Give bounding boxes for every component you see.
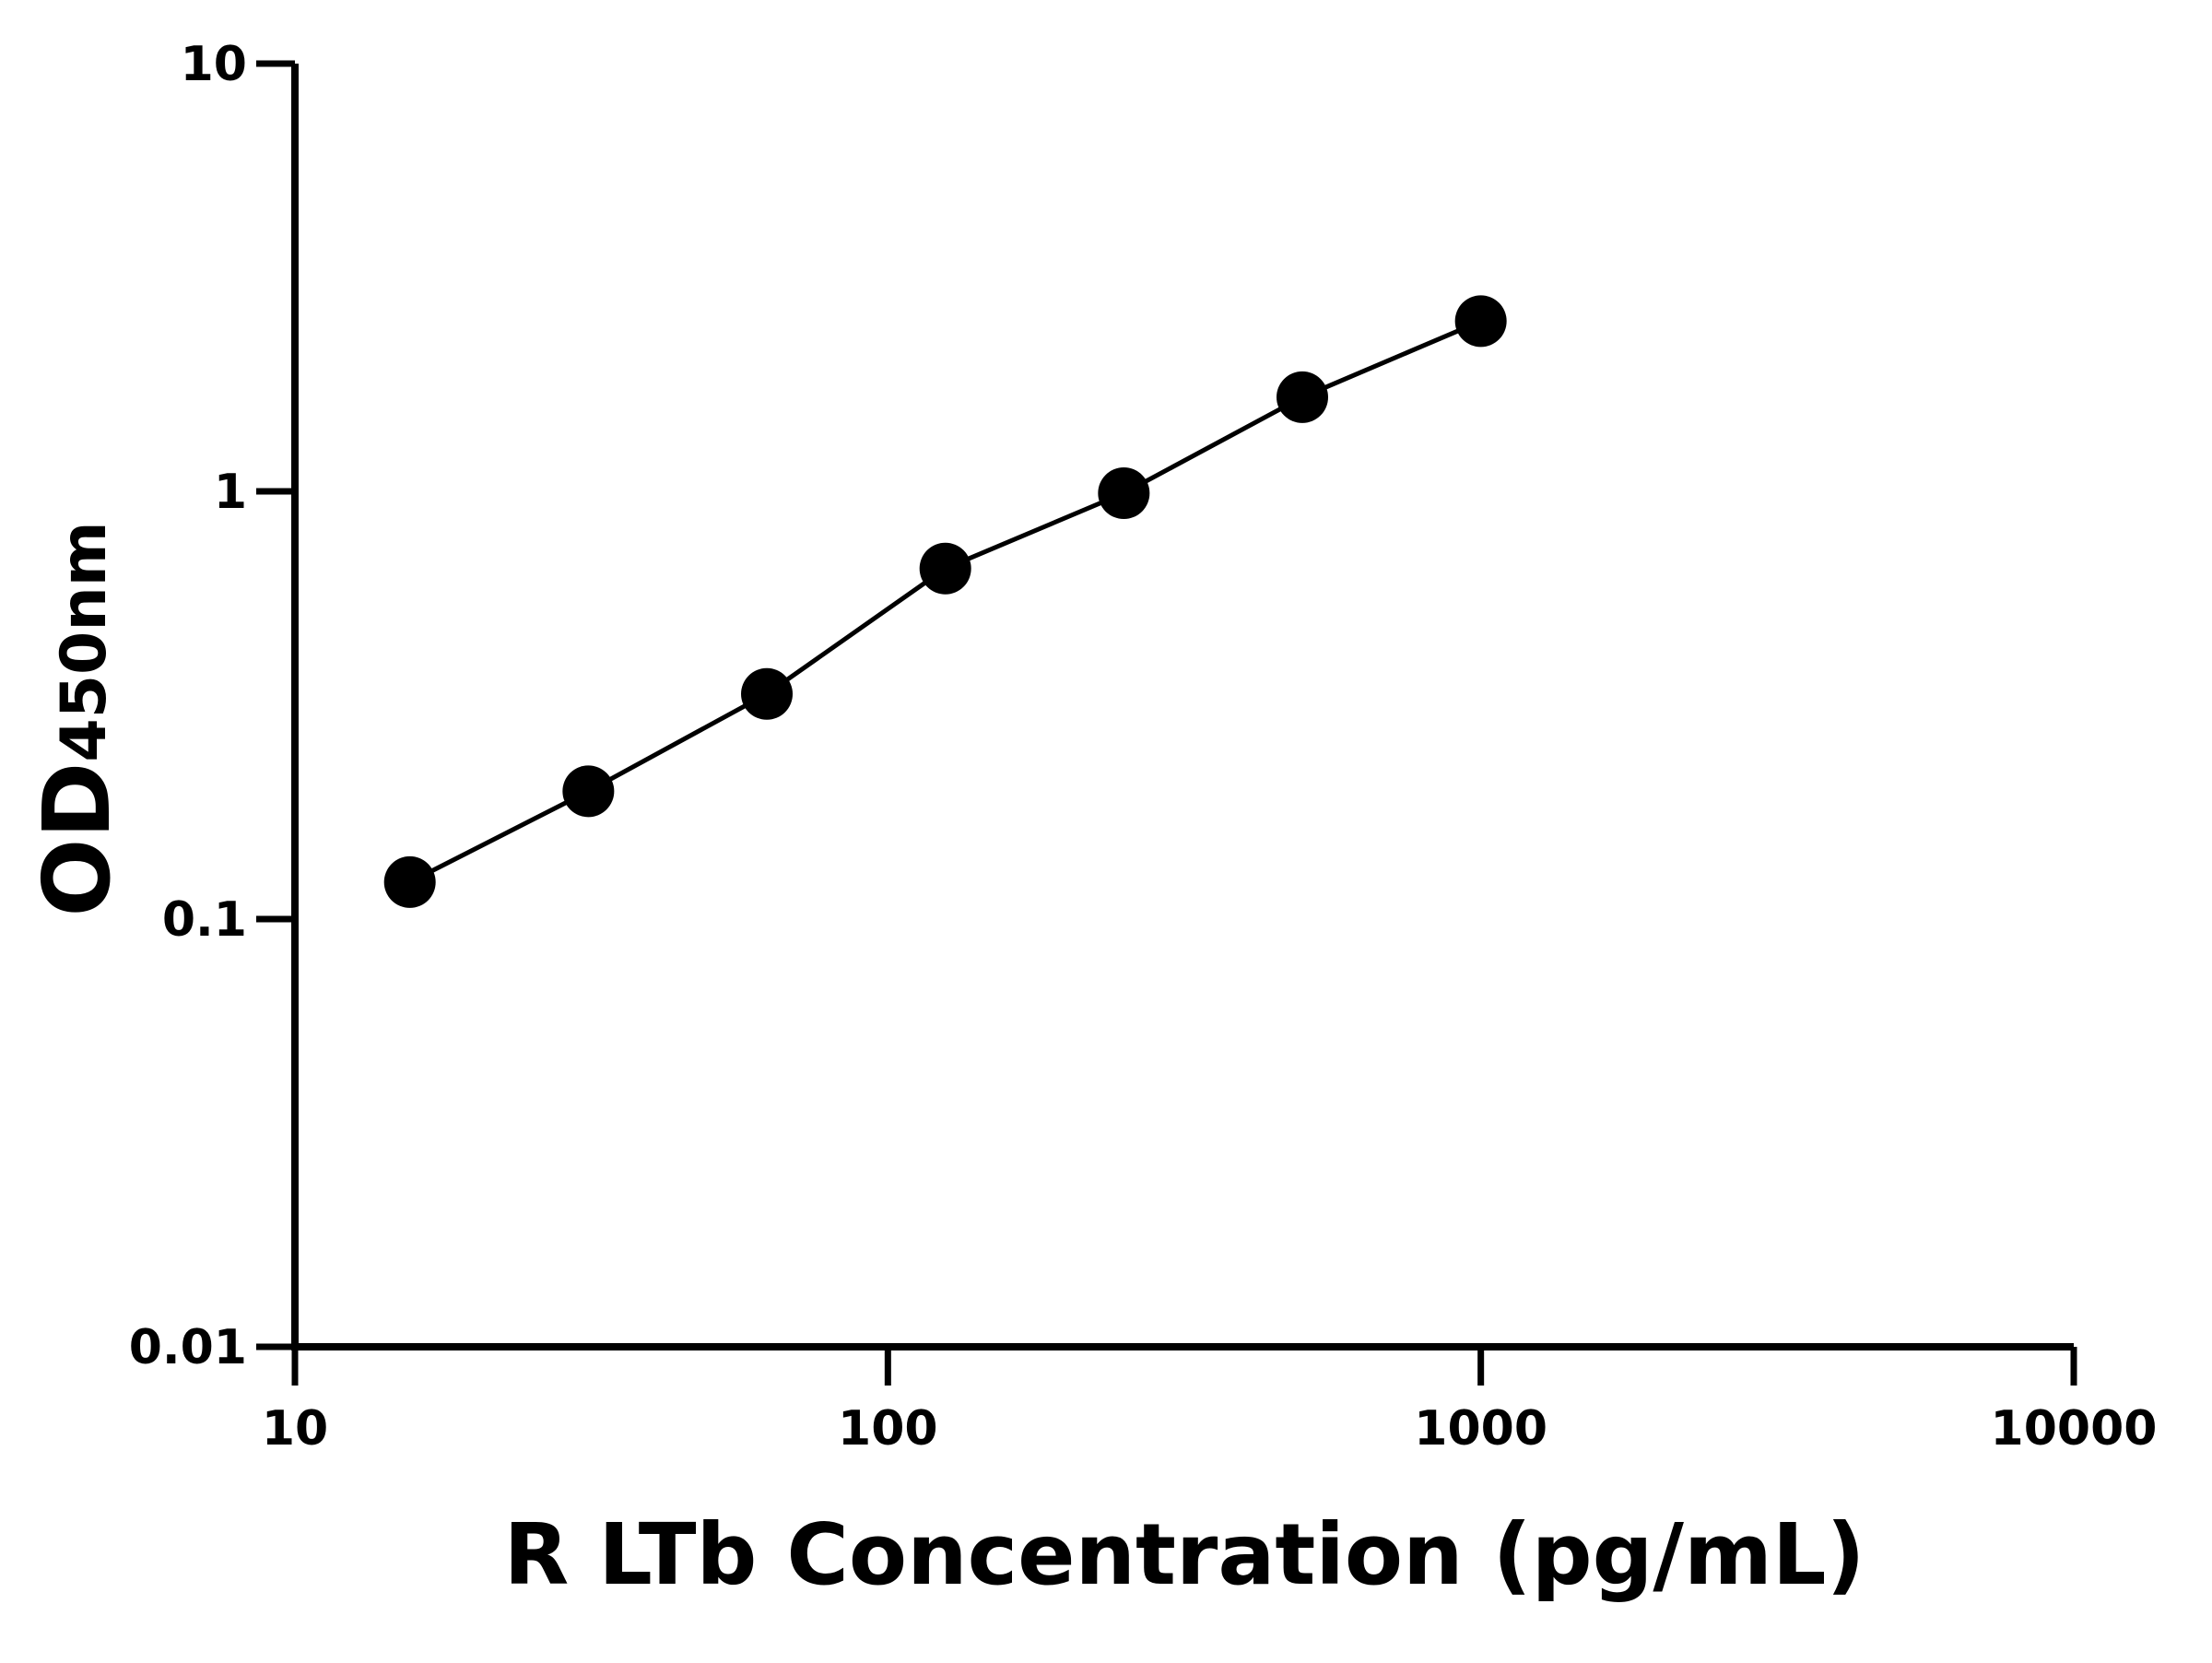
x-tick-label: 10 — [262, 1401, 328, 1457]
y-axis-label-main: OD — [23, 762, 131, 917]
data-point — [1098, 467, 1150, 520]
data-point — [1454, 295, 1507, 348]
data-point — [562, 765, 615, 818]
x-tick-label: 1000 — [1414, 1401, 1547, 1457]
data-point — [1277, 371, 1329, 423]
y-axis-label: OD450nm — [23, 521, 131, 916]
data-point — [741, 667, 794, 720]
x-tick-label: 100 — [838, 1401, 938, 1457]
y-axis-label-subscript: 450nm — [48, 521, 121, 761]
x-axis-label: R LTb Concentration (pg/mL) — [503, 1505, 1865, 1604]
data-point — [383, 855, 436, 908]
y-tick-label: 0.01 — [129, 1320, 247, 1375]
y-tick-label: 1 — [214, 465, 247, 520]
data-point — [919, 542, 971, 595]
x-tick-label: 10000 — [1991, 1401, 2158, 1457]
y-tick-label: 0.1 — [162, 892, 247, 948]
y-tick-label: 10 — [181, 37, 247, 92]
